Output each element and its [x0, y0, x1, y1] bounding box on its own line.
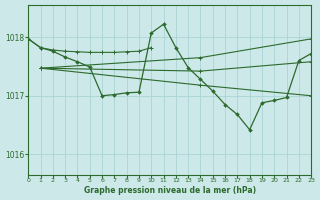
X-axis label: Graphe pression niveau de la mer (hPa): Graphe pression niveau de la mer (hPa)	[84, 186, 256, 195]
